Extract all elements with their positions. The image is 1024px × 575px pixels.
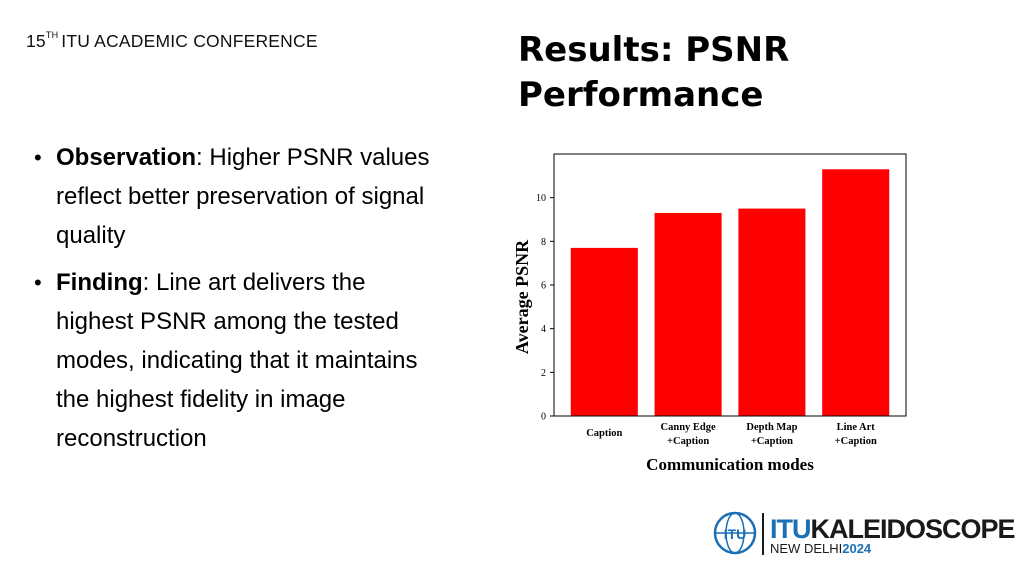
logo-subtitle: NEW DELHI2024 — [770, 541, 871, 556]
y-tick-label: 10 — [536, 193, 546, 204]
bullet-item: • Finding: Line art delivers the highest… — [34, 263, 434, 458]
x-tick-label: Line Art — [837, 422, 876, 433]
x-tick-label: +Caption — [835, 436, 877, 447]
y-axis-label: Average PSNR — [512, 239, 532, 354]
conference-name: ITU ACADEMIC CONFERENCE — [61, 31, 318, 51]
bullet-dot-icon: • — [34, 145, 42, 170]
x-tick-label: Canny Edge — [661, 422, 716, 433]
bullet-dot-icon: • — [34, 270, 42, 295]
x-axis-label: Communication modes — [646, 455, 814, 474]
y-tick-label: 4 — [541, 324, 546, 335]
bar — [738, 208, 806, 416]
logo-year: 2024 — [842, 541, 872, 556]
conference-number-suffix: TH — [45, 30, 59, 40]
globe-label: ITU — [724, 526, 747, 542]
y-tick-label: 0 — [541, 412, 546, 423]
bullet-item: • Observation: Higher PSNR values reflec… — [34, 138, 434, 255]
bullet-body: : Line art delivers the highest PSNR amo… — [56, 269, 418, 452]
logo-divider — [762, 513, 764, 555]
bar — [654, 212, 722, 416]
x-tick-label: +Caption — [667, 436, 709, 447]
itu-globe-icon: ITU — [713, 511, 757, 555]
y-tick-label: 2 — [541, 368, 546, 379]
bullet-list: • Observation: Higher PSNR values reflec… — [34, 138, 434, 466]
bar — [570, 247, 638, 416]
itu-kaleidoscope-logo: ITU ITUKALEIDOSCOPE NEW DELHI2024 — [712, 510, 1016, 558]
plot-frame — [553, 153, 907, 417]
bullet-term: Finding — [56, 269, 143, 296]
logo-kaleidoscope-text: KALEIDOSCOPE — [810, 514, 1016, 544]
y-tick-label: 6 — [541, 281, 546, 292]
x-tick-label: Caption — [586, 428, 622, 439]
logo-itu-text: ITU — [770, 514, 811, 544]
bar — [822, 169, 890, 416]
logo-title: ITUKALEIDOSCOPE — [770, 514, 1016, 545]
conference-header: 15TH ITU ACADEMIC CONFERENCE — [26, 30, 318, 52]
bullet-text: Observation: Higher PSNR values reflect … — [56, 138, 434, 255]
bullet-text: Finding: Line art delivers the highest P… — [56, 263, 434, 458]
x-tick-label: +Caption — [751, 436, 793, 447]
slide-title: Results: PSNR Performance — [518, 30, 790, 115]
logo-city: NEW DELHI — [770, 541, 843, 556]
x-tick-label: Depth Map — [746, 422, 797, 433]
bullet-body: : Higher PSNR values reflect better pres… — [56, 144, 430, 249]
psnr-bar-chart: Caption Canny Edge +Caption Depth Map +Capti… — [512, 153, 907, 474]
y-tick-label: 8 — [541, 237, 546, 248]
conference-number: 15 — [26, 31, 46, 51]
bullet-term: Observation — [56, 144, 197, 171]
